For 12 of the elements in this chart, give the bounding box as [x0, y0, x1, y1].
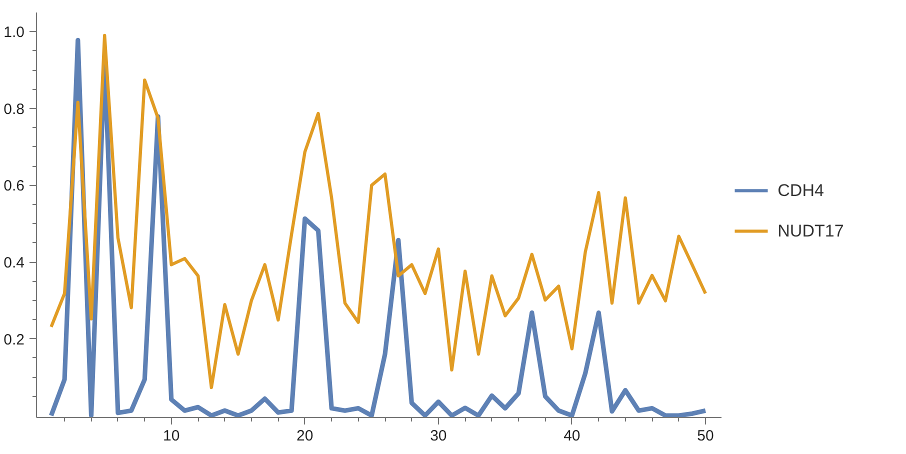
- y-tick-label: 0.4: [4, 254, 25, 272]
- y-tick-label: 0.6: [4, 178, 25, 195]
- y-tick-label: 1.0: [4, 24, 25, 42]
- legend-label: CDH4: [778, 181, 824, 200]
- x-tick-label: 20: [296, 428, 314, 444]
- x-tick-label: 10: [163, 428, 180, 444]
- legend-label: NUDT17: [778, 222, 844, 241]
- x-tick-label: 30: [430, 428, 447, 444]
- x-tick-label: 40: [564, 428, 580, 444]
- y-tick-label: 0.8: [4, 100, 25, 118]
- y-tick-label: 0.2: [4, 331, 25, 348]
- x-tick-label: 50: [697, 428, 714, 444]
